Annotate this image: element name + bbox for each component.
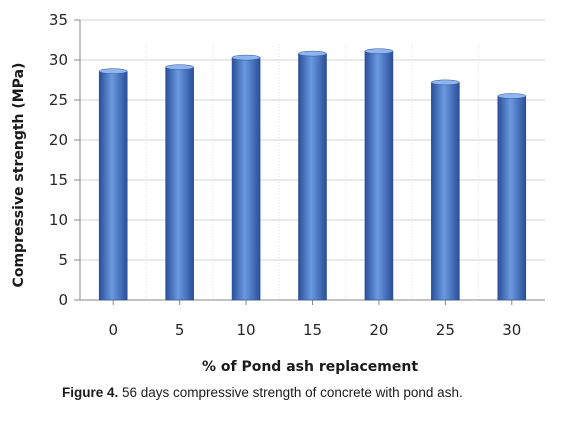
y-tick-label: 30 — [49, 51, 68, 69]
x-tick-label: 10 — [237, 321, 256, 339]
x-tick-label: 15 — [303, 321, 322, 339]
bar-top — [431, 79, 460, 86]
y-tick-label: 0 — [58, 291, 68, 309]
bar — [497, 95, 527, 301]
x-tick-label: 30 — [502, 321, 521, 339]
y-tick-label: 25 — [49, 91, 68, 109]
x-tick-label: 5 — [175, 321, 185, 339]
figure-caption: Figure 4. 56 days compressive strength o… — [62, 385, 463, 400]
bar-top — [165, 64, 194, 70]
x-axis-title: % of Pond ash replacement — [202, 359, 418, 375]
y-tick-label: 10 — [49, 211, 68, 229]
bar-top — [298, 50, 327, 57]
x-tick-label: 20 — [369, 321, 388, 339]
y-tick-label: 15 — [49, 171, 68, 189]
bar — [431, 82, 460, 301]
bar-top — [98, 68, 128, 74]
x-tick-label: 0 — [108, 321, 118, 339]
bar — [231, 57, 261, 301]
y-axis-title: Compressive strength (MPa) — [11, 63, 27, 288]
bar — [364, 50, 394, 301]
bar — [98, 70, 128, 301]
x-tick-labels: 0 5 10 15 20 25 30 — [108, 321, 521, 339]
x-tick-label: 25 — [436, 321, 455, 339]
y-tick-label: 35 — [49, 11, 68, 29]
y-tick-label: 5 — [58, 251, 68, 269]
bars — [98, 48, 527, 301]
bar-top — [231, 54, 261, 61]
figure-caption-text: 56 days compressive strength of concrete… — [118, 385, 463, 400]
bar — [165, 66, 194, 301]
y-tick-labels: 0 5 10 15 20 25 30 35 — [49, 11, 68, 309]
bar-top — [364, 48, 394, 54]
bar-top — [497, 93, 527, 99]
figure-label: Figure 4. — [62, 385, 119, 400]
bar — [298, 53, 327, 301]
bar-chart: 0 5 10 15 20 25 30 35 0 5 10 15 20 25 30 Compressive … — [11, 11, 545, 375]
y-tick-label: 20 — [49, 131, 68, 149]
